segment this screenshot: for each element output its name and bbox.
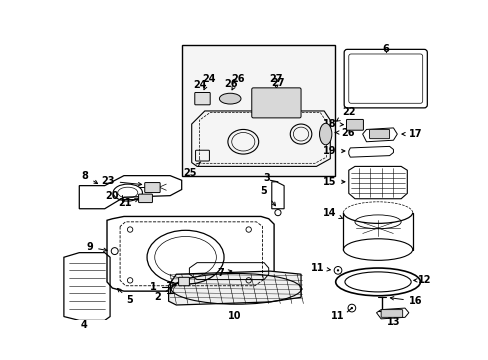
Text: 5: 5 bbox=[260, 186, 275, 206]
FancyBboxPatch shape bbox=[194, 93, 210, 105]
FancyBboxPatch shape bbox=[346, 120, 363, 130]
Text: 4: 4 bbox=[81, 320, 87, 330]
Text: 11: 11 bbox=[330, 311, 344, 321]
Text: 5: 5 bbox=[117, 288, 133, 305]
Text: 12: 12 bbox=[413, 275, 431, 285]
Text: 15: 15 bbox=[322, 177, 344, 187]
Text: 3: 3 bbox=[263, 173, 270, 183]
Text: 27: 27 bbox=[271, 78, 284, 88]
Bar bbox=[182, 45, 334, 176]
FancyBboxPatch shape bbox=[369, 130, 389, 139]
FancyBboxPatch shape bbox=[178, 277, 189, 286]
Text: 26: 26 bbox=[231, 73, 244, 90]
Text: 8: 8 bbox=[81, 171, 98, 184]
Text: 1: 1 bbox=[149, 282, 156, 292]
Text: 20: 20 bbox=[105, 192, 119, 202]
Text: 27: 27 bbox=[269, 73, 283, 89]
Text: 19: 19 bbox=[322, 146, 344, 156]
Text: 26: 26 bbox=[335, 127, 354, 138]
Ellipse shape bbox=[219, 93, 241, 104]
FancyBboxPatch shape bbox=[251, 88, 301, 118]
FancyBboxPatch shape bbox=[380, 310, 402, 317]
FancyBboxPatch shape bbox=[138, 194, 152, 203]
Text: 16: 16 bbox=[389, 296, 422, 306]
Text: 23: 23 bbox=[101, 176, 142, 186]
Text: 6: 6 bbox=[382, 44, 388, 54]
Polygon shape bbox=[168, 271, 301, 305]
Text: 21: 21 bbox=[119, 198, 138, 208]
FancyBboxPatch shape bbox=[144, 183, 160, 193]
Circle shape bbox=[336, 269, 339, 271]
Text: 11: 11 bbox=[310, 263, 330, 273]
Text: 25: 25 bbox=[183, 163, 200, 177]
Text: 10: 10 bbox=[227, 311, 241, 321]
Ellipse shape bbox=[319, 123, 331, 145]
Text: 9: 9 bbox=[86, 242, 107, 252]
Circle shape bbox=[350, 307, 352, 309]
Text: 18: 18 bbox=[322, 119, 343, 129]
Text: 2: 2 bbox=[154, 284, 176, 302]
Text: 14: 14 bbox=[322, 208, 342, 219]
Text: 22: 22 bbox=[336, 108, 355, 121]
Text: 24: 24 bbox=[202, 73, 215, 90]
Text: 13: 13 bbox=[386, 317, 399, 327]
Text: 26: 26 bbox=[224, 79, 237, 89]
Text: 24: 24 bbox=[193, 80, 206, 90]
Text: 17: 17 bbox=[401, 129, 422, 139]
Text: 7: 7 bbox=[217, 267, 231, 278]
